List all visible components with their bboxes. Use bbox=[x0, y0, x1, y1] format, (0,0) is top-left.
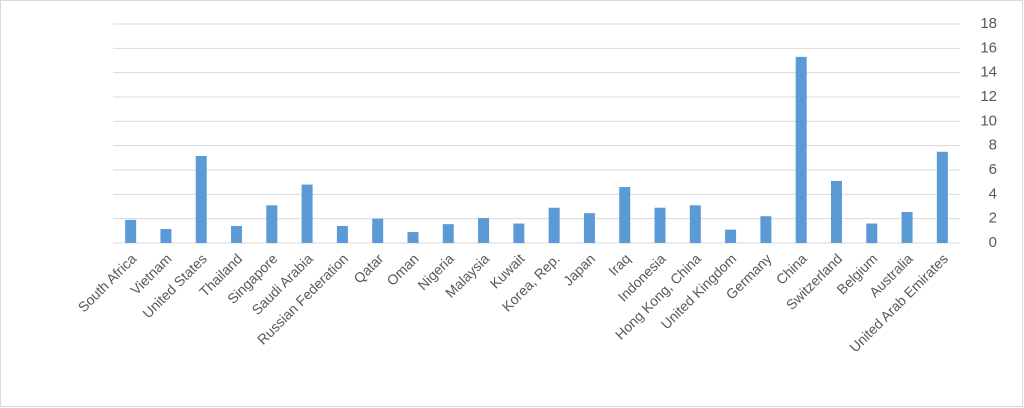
bar bbox=[407, 232, 419, 243]
bar bbox=[478, 218, 490, 243]
y-tick-label: 18 bbox=[980, 15, 997, 32]
y-tick-label: 12 bbox=[980, 88, 997, 105]
bar bbox=[830, 180, 842, 243]
y-tick-label: 2 bbox=[989, 210, 997, 227]
bar bbox=[583, 213, 595, 243]
bar bbox=[301, 184, 313, 243]
bar bbox=[372, 218, 384, 243]
y-tick-label: 0 bbox=[989, 234, 997, 251]
bar bbox=[195, 156, 207, 243]
bar bbox=[866, 223, 878, 243]
bar bbox=[513, 223, 525, 243]
bar bbox=[266, 205, 278, 243]
bar bbox=[160, 229, 172, 243]
bar bbox=[619, 187, 631, 243]
bar bbox=[689, 205, 701, 243]
y-tick-label: 6 bbox=[989, 161, 997, 178]
bar bbox=[548, 207, 560, 243]
bar bbox=[654, 207, 666, 243]
y-tick-label: 4 bbox=[989, 185, 997, 202]
y-tick-label: 8 bbox=[989, 137, 997, 154]
y-tick-label: 14 bbox=[980, 64, 997, 81]
bar bbox=[231, 225, 243, 243]
bar bbox=[336, 225, 348, 243]
bar bbox=[795, 56, 807, 243]
y-tick-label: 10 bbox=[980, 112, 997, 129]
bar bbox=[125, 219, 137, 243]
y-tick-label: 16 bbox=[980, 39, 997, 56]
bar bbox=[936, 151, 948, 243]
bar bbox=[760, 216, 772, 243]
bar bbox=[442, 224, 454, 243]
bar bbox=[901, 211, 913, 243]
bar bbox=[725, 229, 737, 243]
